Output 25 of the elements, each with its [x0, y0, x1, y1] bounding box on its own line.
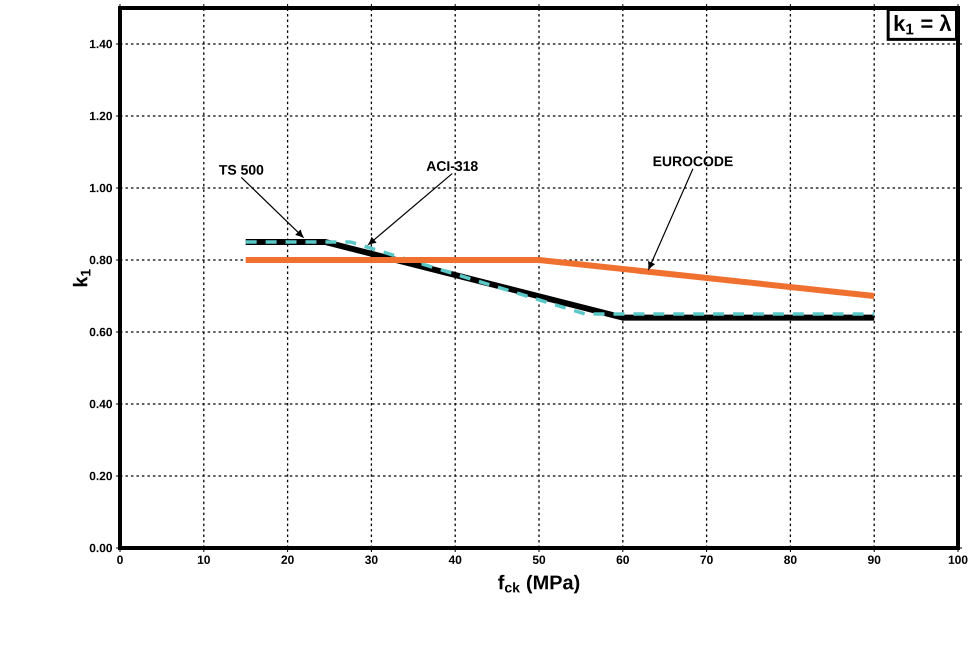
y-tick-label: 0.20	[90, 472, 112, 480]
x-tick-label: 30	[365, 556, 378, 564]
x-tick-label: 90	[868, 556, 880, 564]
y-tick-label: 0.00	[90, 544, 112, 552]
y-axis-title: k$_{1}$	[72, 269, 90, 286]
x-tick-label: 10	[198, 556, 210, 564]
annotation: TS 500	[219, 164, 264, 175]
annotation: ACI-318	[426, 161, 478, 172]
y-tick-label: 1.40	[90, 40, 112, 48]
x-tick-label: 0	[117, 556, 123, 564]
y-tick-label: 1.00	[90, 184, 112, 192]
x-tick-label: 40	[448, 556, 462, 564]
x-axis-title: f$_{ck}$ (MPa)	[498, 574, 580, 594]
y-tick-label: 0.40	[90, 400, 112, 408]
x-tick-label: 60	[616, 556, 629, 564]
x-tick-label: 70	[700, 556, 713, 564]
y-tick-label: 1.20	[90, 112, 112, 120]
y-tick-label: 0.80	[90, 256, 112, 264]
x-tick-label: 50	[532, 556, 546, 564]
x-tick-label: 20	[281, 556, 294, 564]
annotation: EUROCODE	[654, 156, 733, 166]
y-tick-label: 0.60	[90, 328, 112, 336]
x-tick-label: 100	[948, 556, 968, 564]
x-tick-label: 80	[784, 556, 797, 564]
annotation: k$_{1}$ = λ	[894, 14, 952, 34]
